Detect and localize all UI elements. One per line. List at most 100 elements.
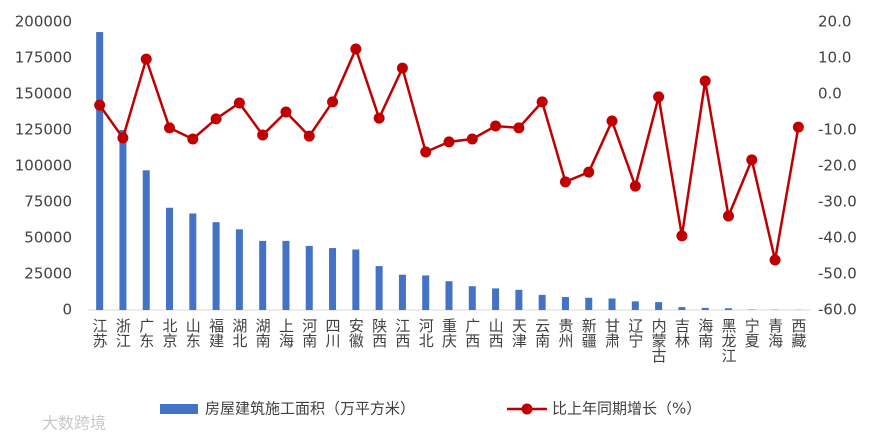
legend-marker [521,403,533,415]
marker [536,96,548,108]
marker [466,133,478,145]
marker [583,166,595,178]
x-tick-label: 广东 [137,318,155,348]
marker [699,75,711,87]
x-tick-label: 山东 [184,318,202,348]
y2-tick-label: 10.0 [818,49,851,67]
bar [678,307,686,310]
marker [210,113,222,125]
y-tick-label: 125000 [15,121,72,139]
bar [305,245,313,310]
y-tick-label: 0 [62,301,72,319]
x-tick-label: 吉林 [673,318,691,348]
y-tick-label: 150000 [15,85,72,103]
y-tick-label: 200000 [15,13,72,31]
marker [396,62,408,74]
watermark: 大数跨境 [42,414,106,433]
marker [769,254,781,266]
marker [653,91,665,103]
x-tick-label: 安徽 [347,318,365,348]
y2-tick-label: -40.0 [818,229,857,247]
x-tick-label: 北京 [161,318,179,349]
x-tick-label: 云南 [533,318,551,348]
bar [701,307,709,310]
x-tick-label: 福建 [207,318,225,348]
x-tick-label: 天津 [510,318,528,348]
bar [608,298,616,310]
x-tick-label: 青海 [766,318,784,348]
bar [189,213,197,310]
bar [166,207,174,310]
x-tick-label: 黑龙江 [719,318,737,363]
x-tick-label: 江苏 [91,318,109,349]
marker [164,122,176,134]
marker [606,115,618,127]
marker [443,136,455,148]
marker [420,146,432,158]
bar [515,289,523,310]
x-tick-label: 湖北 [230,318,248,348]
bar [538,294,546,310]
marker [187,133,199,145]
bar [561,297,569,310]
marker [233,97,245,109]
x-tick-label: 浙江 [114,318,132,348]
line [98,45,800,261]
marker [350,43,362,55]
y2-tick-label: 20.0 [818,13,851,31]
marker [490,120,502,132]
marker [117,132,129,144]
marker [629,180,641,192]
legend-label: 比上年同期增长（%） [552,400,701,418]
marker [140,53,152,65]
bar [352,249,360,310]
marker [792,121,804,133]
bar [585,297,593,310]
marker [327,96,339,108]
legend-label: 房屋建筑施工面积（万平方米） [205,400,415,418]
marker [303,130,315,142]
marker [559,176,571,188]
x-tick-label: 甘肃 [603,318,621,348]
x-tick-label: 辽宁 [626,318,644,348]
bar [492,288,500,310]
bar [655,302,663,310]
bar [259,240,267,310]
x-tick-label: 山西 [487,318,505,348]
x-tick-label: 内蒙古 [650,318,668,363]
bar [96,32,104,311]
x-tick-label: 新疆 [580,318,598,348]
y-tick-label: 100000 [15,157,72,175]
x-tick-label: 宁夏 [743,318,761,348]
x-tick-label: 海南 [696,318,714,348]
y-tick-label: 75000 [24,193,72,211]
x-tick-label: 陕西 [370,318,388,348]
bar [375,266,383,310]
x-tick-label: 上海 [277,318,295,348]
bar [631,301,639,310]
y2-tick-label: -50.0 [818,265,857,283]
x-tick-label: 江西 [393,318,411,348]
marker [94,99,106,111]
marker [513,122,525,134]
marker [722,210,734,222]
x-tick-label: 湖南 [254,318,272,348]
marker [373,112,385,124]
legend-swatch [160,404,198,414]
bar [329,248,337,310]
bar [282,240,290,310]
y2-tick-label: -30.0 [818,193,857,211]
bar [468,286,476,310]
x-tick-label: 重庆 [440,318,458,348]
marker [280,106,292,118]
y2-tick-label: -10.0 [818,121,857,139]
marker [257,129,269,141]
y2-tick-label: 0.0 [818,85,842,103]
y-tick-label: 25000 [24,265,72,283]
x-tick-label: 河北 [417,318,435,348]
bar [445,281,453,310]
bar [235,229,243,310]
marker [676,230,688,242]
x-tick-label: 贵州 [556,318,574,348]
bar [398,274,406,310]
